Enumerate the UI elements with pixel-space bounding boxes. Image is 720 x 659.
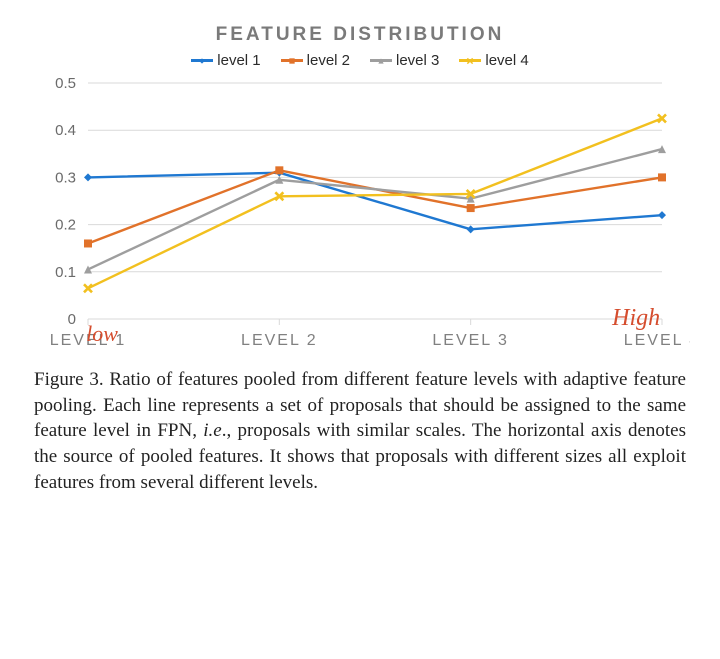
y-tick-label: 0.1 <box>55 264 76 281</box>
legend-swatch-icon <box>370 59 392 62</box>
series-marker-level-1 <box>84 173 92 181</box>
x-tick-label: LEVEL 3 <box>432 332 509 349</box>
legend-item-level-3: level 3 <box>370 52 439 69</box>
y-tick-label: 0.4 <box>55 122 76 139</box>
series-line-level-4 <box>88 118 662 288</box>
series-marker-level-1 <box>658 211 666 219</box>
legend-label: level 3 <box>396 52 439 69</box>
series-line-level-3 <box>88 149 662 269</box>
y-tick-label: 0 <box>68 311 76 328</box>
series-marker-level-4 <box>84 284 92 292</box>
y-tick-label: 0.5 <box>55 75 76 92</box>
legend-label: level 1 <box>217 52 260 69</box>
legend-label: level 4 <box>485 52 528 69</box>
series-marker-level-1 <box>467 225 475 233</box>
legend-swatch-icon <box>281 59 303 62</box>
chart-svg: 0 0.1 0.2 0.3 0.4 0.5 LEVEL 1 LEVEL 2 LEVEL 3 LEV… <box>30 73 690 363</box>
series-line-level-2 <box>88 170 662 243</box>
x-tick-label: LEVEL 1 <box>50 332 127 349</box>
chart-title: FEATURE DISTRIBUTION <box>30 24 690 46</box>
legend-label: level 2 <box>307 52 350 69</box>
y-tick-label: 0.2 <box>55 217 76 234</box>
x-tick-label: LEVEL 2 <box>241 332 318 349</box>
legend-item-level-4: level 4 <box>459 52 528 69</box>
chart-plot-area: 0 0.1 0.2 0.3 0.4 0.5 LEVEL 1 LEVEL 2 LEVEL 3 LEV… <box>30 73 690 363</box>
caption-label: Figure 3. <box>34 369 104 390</box>
figure-caption: Figure 3. Ratio of features pooled from … <box>30 367 690 495</box>
caption-ie: i.e <box>203 420 221 441</box>
series-line-level-1 <box>88 173 662 230</box>
legend-item-level-1: level 1 <box>191 52 260 69</box>
series-marker-level-2 <box>84 239 92 247</box>
series-marker-level-2 <box>275 166 283 174</box>
x-tick-label: LEVEL 4 <box>624 332 690 349</box>
y-tick-label: 0.3 <box>55 169 76 186</box>
figure-container: FEATURE DISTRIBUTION level 1level 2level… <box>0 0 720 659</box>
legend-swatch-icon <box>459 59 481 62</box>
series-marker-level-2 <box>658 173 666 181</box>
legend-item-level-2: level 2 <box>281 52 350 69</box>
series-marker-level-2 <box>467 204 475 212</box>
chart-legend: level 1 level 2 level 3 level 4 <box>30 52 690 69</box>
legend-swatch-icon <box>191 59 213 62</box>
